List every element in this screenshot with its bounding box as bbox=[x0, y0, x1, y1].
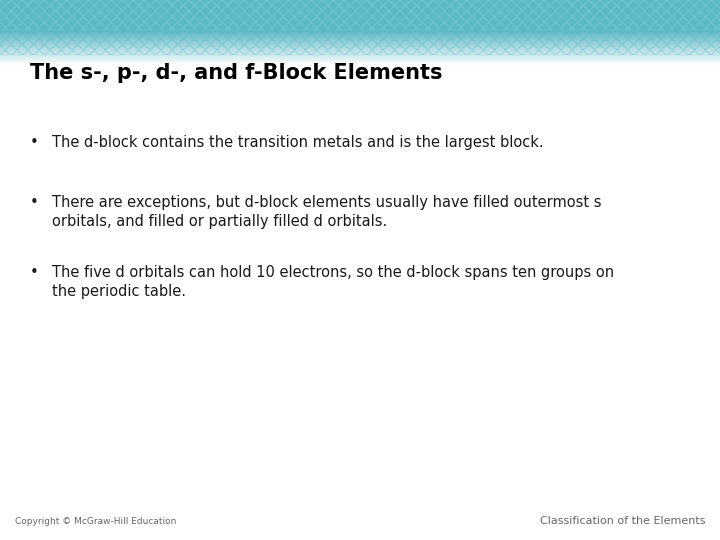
Bar bbox=[0, 33, 720, 35]
Bar bbox=[0, 43, 720, 44]
Bar bbox=[0, 58, 720, 59]
Text: Classification of the Elements: Classification of the Elements bbox=[539, 516, 705, 526]
Bar bbox=[0, 50, 720, 51]
Text: Copyright © McGraw-Hill Education: Copyright © McGraw-Hill Education bbox=[15, 517, 176, 526]
Bar bbox=[0, 0, 720, 30]
Bar bbox=[0, 59, 720, 60]
Text: There are exceptions, but d-block elements usually have filled outermost s
orbit: There are exceptions, but d-block elemen… bbox=[52, 195, 601, 229]
Bar bbox=[0, 55, 720, 56]
Bar bbox=[0, 32, 720, 33]
Text: •: • bbox=[30, 195, 39, 210]
Text: •: • bbox=[30, 265, 39, 280]
Bar bbox=[0, 42, 720, 43]
Bar bbox=[0, 30, 720, 31]
Bar bbox=[0, 63, 720, 64]
Bar bbox=[0, 52, 720, 53]
Bar bbox=[0, 35, 720, 36]
Bar bbox=[0, 45, 720, 46]
Bar bbox=[0, 60, 720, 62]
Bar bbox=[0, 62, 720, 63]
Bar bbox=[0, 0, 720, 30]
Text: The five d orbitals can hold 10 electrons, so the d-block spans ten groups on
th: The five d orbitals can hold 10 electron… bbox=[52, 265, 614, 299]
Text: •: • bbox=[30, 135, 39, 150]
Bar bbox=[0, 64, 720, 65]
Bar bbox=[0, 56, 720, 57]
Text: The s-, p-, d-, and f-Block Elements: The s-, p-, d-, and f-Block Elements bbox=[30, 63, 443, 83]
Bar bbox=[0, 48, 720, 49]
Bar bbox=[0, 57, 720, 58]
Bar bbox=[0, 31, 720, 32]
Bar bbox=[0, 38, 720, 39]
Bar bbox=[0, 40, 720, 42]
Bar bbox=[0, 44, 720, 45]
Bar bbox=[0, 46, 720, 48]
Text: The d-block contains the transition metals and is the largest block.: The d-block contains the transition meta… bbox=[52, 135, 544, 150]
Bar bbox=[0, 37, 720, 38]
Bar bbox=[0, 0, 720, 55]
Bar bbox=[0, 0, 720, 30]
Bar bbox=[0, 49, 720, 50]
Bar bbox=[0, 39, 720, 40]
Bar bbox=[0, 53, 720, 55]
Bar bbox=[0, 36, 720, 37]
Bar bbox=[0, 51, 720, 52]
